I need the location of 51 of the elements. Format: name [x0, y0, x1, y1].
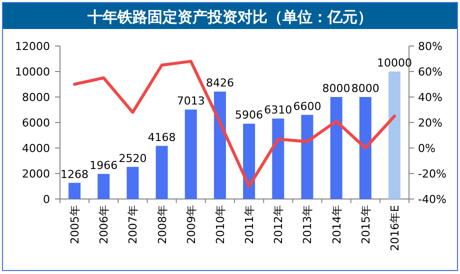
x-tick-label: 2011年	[243, 205, 256, 244]
data-label: 10000	[376, 56, 412, 70]
bar	[126, 166, 139, 199]
y-tick-label: 2000	[22, 168, 50, 180]
data-label: 8426	[206, 76, 234, 90]
bar	[388, 72, 400, 199]
bar	[243, 124, 256, 199]
x-tick-label: 2007年	[126, 205, 140, 244]
x-tick-label: 2009年	[184, 205, 198, 244]
y2-tick-label: 0%	[418, 142, 436, 155]
data-label: 6310	[264, 104, 292, 117]
y-tick-label: 6000	[22, 116, 50, 130]
data-label: 1966	[90, 158, 118, 172]
bar	[68, 182, 81, 199]
x-tick-label: 2015年	[359, 205, 372, 244]
bar	[301, 114, 314, 199]
x-tick-label: 2010年	[214, 205, 227, 244]
x-tick-label: 2016年E	[388, 204, 402, 251]
y-tick-label: 4000	[22, 142, 50, 155]
bar	[214, 92, 226, 199]
y-tick-label: 0	[43, 193, 50, 206]
bar	[98, 174, 110, 199]
x-tick-label: 2006年	[98, 205, 111, 244]
data-label: 8000	[351, 82, 380, 95]
chart-title: 十年铁路固定资产投资对比（单位：亿元）	[86, 8, 372, 26]
y2-tick-label: 60%	[418, 66, 442, 78]
y2-tick-label: -20%	[418, 168, 446, 180]
y2-tick-label: -40%	[418, 193, 446, 206]
y-tick-label: 8000	[22, 91, 50, 104]
data-label: 4168	[148, 130, 176, 144]
bar	[184, 110, 197, 199]
x-tick-label: 2012年	[272, 205, 286, 244]
y-tick-label: 10000	[15, 66, 50, 78]
data-label: 6600	[293, 100, 322, 113]
bar	[330, 97, 342, 199]
x-tick-label: 2013年	[301, 205, 314, 244]
y2-tick-label: 20%	[418, 116, 442, 130]
x-tick-label: 2008年	[156, 205, 169, 244]
x-tick-label: 2005年	[68, 205, 82, 244]
x-tick-label: 2014年	[330, 205, 344, 244]
bar	[272, 118, 284, 199]
data-label: 5906	[235, 108, 264, 122]
y-tick-label: 12000	[15, 40, 50, 53]
data-label: 8000	[322, 82, 350, 95]
bar	[359, 97, 372, 199]
y2-tick-label: 40%	[418, 91, 442, 104]
data-label: 2520	[118, 152, 147, 165]
y2-tick-label: 80%	[418, 40, 442, 53]
bar	[156, 146, 168, 199]
data-label: 7013	[176, 94, 205, 108]
data-label: 1268	[60, 168, 89, 181]
